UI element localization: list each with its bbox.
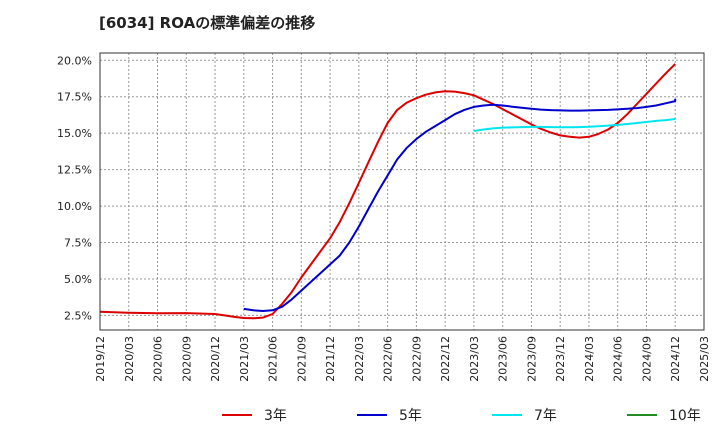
x-tick-label: 2023/06 [497,336,510,382]
plot-frame [99,52,705,331]
x-tick-label: 2023/03 [468,336,481,382]
x-tick-label: 2020/06 [152,336,165,382]
legend-label: 3年 [264,408,287,424]
y-tick-label: 5.0% [64,273,92,286]
y-tick-label: 15.0% [57,127,92,140]
series-line-3年 [99,63,676,320]
y-tick-label: 2.5% [64,309,92,322]
x-tick-label: 2022/09 [410,336,423,382]
y-tick-label: 12.5% [57,164,92,177]
x-tick-label: 2022/12 [439,336,452,382]
x-tick-label: 2022/03 [353,336,366,382]
legend-label: 7年 [534,408,557,424]
x-tick-label: 2020/12 [209,336,222,382]
x-tick-label: 2020/09 [180,336,193,382]
y-tick-label: 17.5% [57,91,92,104]
x-tick-label: 2021/09 [295,336,308,382]
legend-label: 10年 [669,408,701,424]
x-tick-label: 2023/09 [525,336,538,382]
series-line-5年 [243,98,677,312]
legend-label: 5年 [399,408,422,424]
chart-title: [6034] ROAの標準偏差の推移 [99,14,316,32]
x-tick-label: 2024/12 [669,336,682,382]
y-grid [100,59,704,316]
x-tick-label: 2024/03 [583,336,596,382]
x-tick-label: 2021/12 [324,336,337,382]
series-line-7年 [473,118,676,132]
x-tick-label: 2020/03 [123,336,136,382]
x-tick-label: 2021/03 [238,336,251,382]
y-axis-labels: 2.5% 5.0% 7.5% 10.0% 12.5% 15.0% 17.5% 20.0% [57,54,92,322]
x-tick-label: 2019/12 [94,336,107,382]
x-tick-label: 2023/12 [554,336,567,382]
y-tick-label: 7.5% [64,237,92,250]
x-tick-label: 2024/06 [612,336,625,382]
x-tick-label: 2025/03 [698,336,711,382]
legend: 3年 5年 7年 10年 [222,408,701,424]
series-layer [99,63,677,320]
y-tick-label: 20.0% [57,54,92,67]
x-axis-labels: 2019/12 2020/03 2020/06 2020/09 2020/12 2021/… [94,336,711,382]
x-tick-label: 2024/09 [640,336,653,382]
x-tick-label: 2021/06 [267,336,280,382]
y-tick-label: 10.0% [57,200,92,213]
x-tick-label: 2022/06 [382,336,395,382]
plot-background [100,53,704,330]
